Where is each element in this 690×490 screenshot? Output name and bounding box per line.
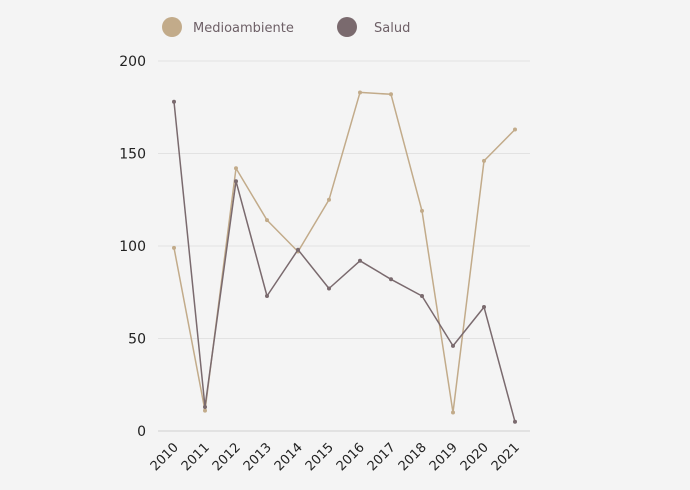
data-point-medioambiente[interactable] [358, 90, 362, 95]
grid-lines [158, 60, 530, 432]
x-tick-label: 2011 [179, 440, 213, 474]
plot-area [172, 90, 517, 424]
data-point-medioambiente[interactable] [265, 218, 269, 223]
y-tick-label: 100 [119, 239, 146, 255]
data-point-medioambiente[interactable] [420, 208, 424, 213]
data-point-salud[interactable] [358, 258, 362, 263]
chart-legend: Medioambiente Salud [162, 17, 410, 37]
data-point-salud[interactable] [513, 419, 517, 424]
data-point-salud[interactable] [389, 277, 393, 282]
y-tick-label: 200 [119, 54, 146, 70]
x-tick-label: 2021 [489, 440, 523, 474]
data-point-medioambiente[interactable] [482, 158, 486, 163]
x-axis: 2010201120122013201420152016201720182019… [148, 440, 523, 474]
data-point-medioambiente[interactable] [451, 410, 455, 415]
series-line-salud [173, 101, 516, 422]
x-tick-label: 2014 [272, 440, 306, 474]
data-point-medioambiente[interactable] [203, 408, 207, 413]
data-point-salud[interactable] [451, 343, 455, 348]
y-axis: 0 50 100 150 200 [119, 54, 146, 440]
y-tick-label: 150 [119, 147, 146, 163]
data-point-medioambiente[interactable] [327, 197, 331, 202]
x-tick-label: 2013 [241, 440, 275, 474]
series-line-medioambiente [173, 91, 516, 414]
legend-label-salud: Salud [374, 21, 410, 36]
data-point-salud[interactable] [296, 247, 300, 252]
data-point-salud[interactable] [234, 179, 238, 184]
data-point-salud[interactable] [172, 99, 176, 104]
data-point-medioambiente[interactable] [389, 92, 393, 97]
data-point-medioambiente[interactable] [513, 127, 517, 132]
x-tick-label: 2017 [365, 440, 399, 474]
x-tick-label: 2020 [458, 440, 492, 474]
data-point-medioambiente[interactable] [234, 166, 238, 171]
data-point-salud[interactable] [482, 305, 486, 310]
x-tick-label: 2018 [396, 440, 430, 474]
x-tick-label: 2015 [303, 440, 337, 474]
y-tick-label: 0 [137, 424, 146, 440]
data-point-medioambiente[interactable] [172, 245, 176, 250]
data-point-salud[interactable] [265, 293, 269, 298]
x-tick-label: 2016 [334, 440, 368, 474]
legend-item-medioambiente[interactable]: Medioambiente [162, 17, 294, 37]
x-tick-label: 2010 [148, 440, 182, 474]
x-tick-label: 2019 [427, 440, 461, 474]
legend-item-salud[interactable]: Salud [337, 17, 410, 37]
data-point-salud[interactable] [327, 286, 331, 291]
y-tick-label: 50 [128, 332, 146, 348]
x-tick-label: 2012 [210, 440, 244, 474]
legend-swatch-salud [337, 17, 357, 37]
data-point-salud[interactable] [203, 404, 207, 409]
legend-label-medioambiente: Medioambiente [193, 21, 294, 36]
legend-swatch-medioambiente [162, 17, 182, 37]
data-point-salud[interactable] [420, 293, 424, 298]
